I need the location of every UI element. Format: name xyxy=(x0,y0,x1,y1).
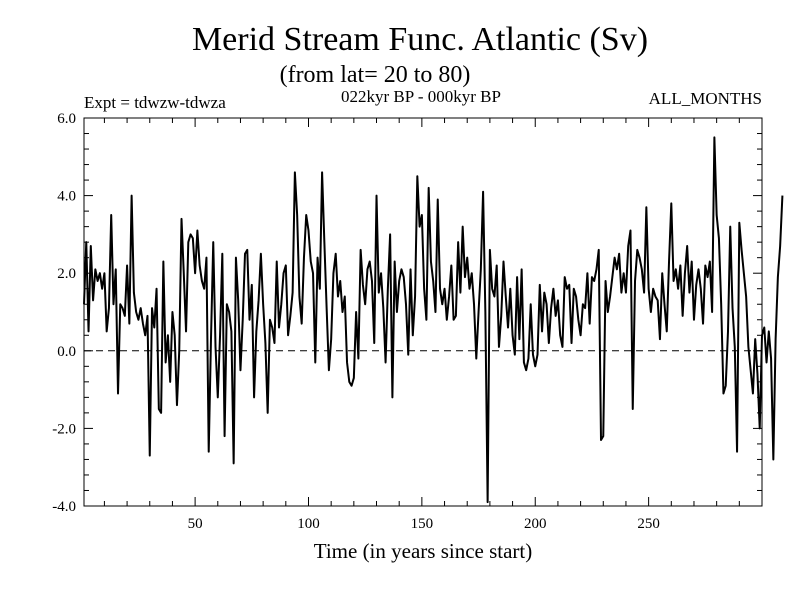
chart-title: Merid Stream Func. Atlantic (Sv) xyxy=(192,21,648,58)
x-tick-label: 200 xyxy=(524,516,547,532)
y-tick-label: -4.0 xyxy=(52,499,76,515)
x-tick-label: 150 xyxy=(411,516,434,532)
x-axis-label: Time (in years since start) xyxy=(314,539,533,563)
y-tick-label: 0.0 xyxy=(57,344,76,360)
experiment-label: Expt = tdwzw-tdwza xyxy=(84,93,226,112)
series-line xyxy=(83,136,784,504)
plot-frame xyxy=(83,117,763,507)
x-tick-label: 100 xyxy=(297,516,320,532)
chart-subtitle: (from lat= 20 to 80) xyxy=(280,62,471,88)
y-tick-label: 4.0 xyxy=(57,189,76,205)
months-label: ALL_MONTHS xyxy=(649,89,762,108)
y-tick-label: 2.0 xyxy=(57,266,76,282)
x-tick-label: 250 xyxy=(637,516,660,532)
x-tick-label: 50 xyxy=(188,516,203,532)
y-tick-label: 6.0 xyxy=(57,111,76,127)
plot-area: 50 100 150 200 250 -4.0 -2.0 0.0 2.0 4.0 6.0 xyxy=(52,111,784,532)
y-tick-label: -2.0 xyxy=(52,421,76,437)
time-range-label: 022kyr BP - 000kyr BP xyxy=(341,87,501,106)
